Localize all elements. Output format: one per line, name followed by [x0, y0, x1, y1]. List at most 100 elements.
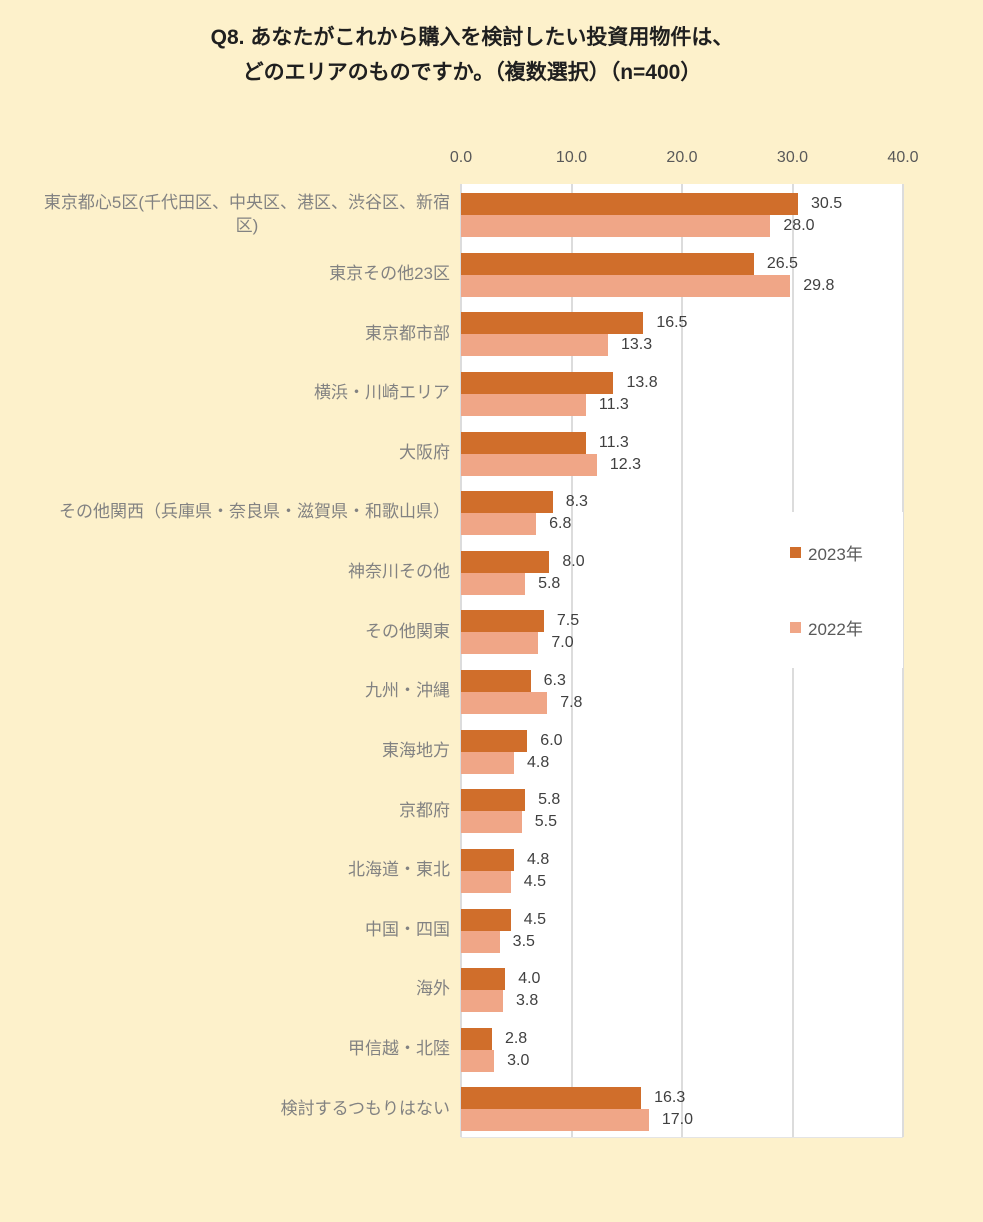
- bar-2022: [461, 393, 586, 416]
- bar-2023: [461, 193, 799, 215]
- value-label: 4.8: [527, 850, 550, 868]
- legend-label-2023: 2023年: [808, 544, 863, 564]
- category-row: 東京その他23区: [0, 244, 450, 304]
- value-label: 2.8: [504, 1029, 528, 1047]
- bar-2023: [461, 670, 531, 692]
- value-label: 13.3: [620, 336, 653, 354]
- value-label: 11.3: [598, 395, 629, 413]
- bar-2023: [461, 908, 511, 931]
- bar-2023: [461, 968, 506, 991]
- category-row: 海外: [0, 959, 450, 1019]
- category-row: 東京都心5区(千代田区、中央区、港区、渋谷区、新宿 区): [0, 184, 450, 244]
- bar-2022: [461, 334, 608, 357]
- bar-2023: [461, 252, 754, 275]
- bar-2023: [461, 789, 526, 812]
- value-label: 26.5: [766, 254, 798, 272]
- value-label: 4.0: [518, 970, 541, 988]
- category-label: 京都府: [399, 800, 450, 820]
- category-label: 中国・四国: [365, 919, 450, 939]
- bar-2023: [461, 371, 614, 394]
- category-label: 北海道・東北: [348, 860, 450, 880]
- legend-entry-2022: 2022年: [790, 618, 863, 639]
- bar-2022: [461, 453, 597, 476]
- value-label: 3.8: [515, 992, 539, 1010]
- bar-2022: [461, 215, 771, 237]
- category-label: 海外: [416, 979, 450, 999]
- legend-entry-2023: 2023年: [790, 543, 863, 564]
- bar-2022: [461, 1109, 649, 1132]
- category-label: 神奈川その他: [348, 562, 450, 582]
- value-label: 16.5: [656, 314, 688, 332]
- bar-2022: [461, 751, 515, 774]
- category-row: 検討するつもりはない: [0, 1078, 450, 1138]
- category-label: 検討するつもりはない: [280, 1098, 450, 1118]
- value-label: 13.8: [626, 373, 658, 391]
- category-row: 大阪府: [0, 423, 450, 483]
- bar-2023: [461, 491, 553, 514]
- category-label: 九州・沖縄: [365, 681, 450, 701]
- bar-2022: [461, 811, 522, 834]
- x-axis-tick-label: 10.0: [555, 149, 588, 166]
- category-row: 東京都市部: [0, 303, 450, 363]
- x-axis-tick-label: 0.0: [449, 149, 473, 166]
- bar-2022: [461, 513, 537, 536]
- x-axis-tick-label: 20.0: [666, 149, 698, 166]
- value-label: 30.5: [811, 195, 843, 212]
- value-label: 29.8: [803, 276, 835, 294]
- bar-2022: [461, 692, 548, 714]
- value-label: 6.0: [540, 731, 563, 749]
- legend-swatch-2023: [790, 546, 801, 558]
- bar-2022: [461, 274, 791, 297]
- legend-background: [770, 512, 903, 668]
- bar-2023: [461, 312, 644, 335]
- value-label: 7.5: [556, 612, 580, 630]
- value-label: 11.3: [598, 433, 629, 451]
- bar-2022: [461, 990, 503, 1013]
- bar-2023: [461, 1027, 492, 1050]
- value-label: 3.0: [507, 1051, 530, 1069]
- category-row: 北海道・東北: [0, 840, 450, 900]
- bar-2023: [461, 431, 586, 454]
- value-label: 7.8: [560, 694, 583, 711]
- bar-2022: [461, 632, 539, 655]
- category-row: 甲信越・北陸: [0, 1019, 450, 1079]
- chart-title-line2: どのエリアのものですか。（複数選択）（n=400）: [242, 61, 702, 84]
- category-label: その他関東: [365, 621, 450, 641]
- x-axis-tick-label: 30.0: [776, 149, 809, 166]
- category-row: その他関西（兵庫県・奈良県・滋賀県・和歌山県）: [0, 482, 450, 542]
- bar-2023: [461, 848, 515, 871]
- category-row: 京都府: [0, 780, 450, 840]
- gridline: [902, 184, 904, 1137]
- value-label: 12.3: [609, 455, 642, 473]
- bar-2022: [461, 870, 511, 893]
- bar-2022: [461, 572, 526, 595]
- category-label: 東京その他23区: [329, 263, 450, 283]
- value-label: 3.5: [512, 932, 535, 950]
- category-label: 東京都市部: [365, 323, 450, 343]
- category-row: 中国・四国: [0, 900, 450, 960]
- category-row: その他関東: [0, 601, 450, 661]
- category-row: 神奈川その他: [0, 542, 450, 602]
- category-label: 東海地方: [382, 740, 450, 760]
- value-label: 28.0: [783, 217, 815, 234]
- bar-2022: [461, 930, 500, 953]
- value-label: 17.0: [661, 1111, 693, 1129]
- gridline: [570, 184, 573, 1137]
- category-label: 横浜・川崎エリア: [314, 383, 450, 403]
- value-label: 4.5: [523, 910, 546, 928]
- value-label: 4.8: [527, 753, 550, 771]
- value-label: 7.0: [551, 634, 574, 652]
- category-label: 甲信越・北陸: [348, 1039, 450, 1059]
- category-row: 東海地方: [0, 721, 450, 781]
- value-label: 4.5: [523, 872, 546, 890]
- value-label: 6.8: [549, 515, 572, 533]
- legend-swatch-2022: [790, 621, 801, 633]
- gridline: [681, 184, 683, 1137]
- value-label: 6.3: [543, 672, 566, 689]
- legend-label-2022: 2022年: [808, 619, 863, 639]
- category-label: その他関西（兵庫県・奈良県・滋賀県・和歌山県）: [59, 502, 450, 522]
- bar-2023: [461, 729, 528, 752]
- bar-2023: [461, 610, 544, 633]
- value-label: 16.3: [654, 1089, 686, 1107]
